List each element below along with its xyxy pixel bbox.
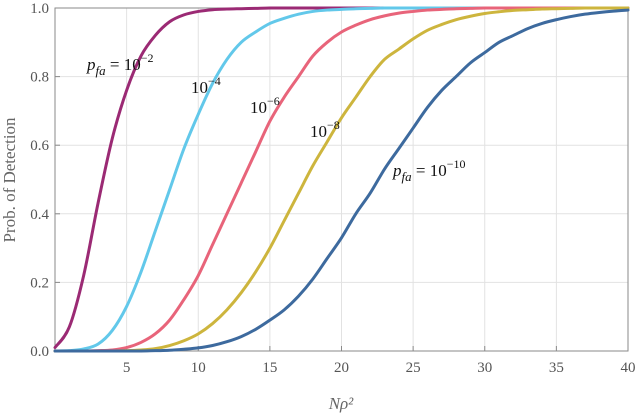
axis-ticks: 5 10 15 20 25 30 35 40 0.0 0.2 0.4 0.6 0.8 1.0 [30, 1, 635, 376]
series-line-pfa-1e-6 [53, 6, 630, 353]
x-axis-label: Nρ² [328, 394, 354, 413]
annotation-1e-4: 10−4 [191, 74, 221, 97]
y-tick-label: 0.6 [30, 138, 49, 154]
x-tick-label: 40 [621, 360, 636, 376]
series-line-pfa-1e-8 [53, 6, 630, 353]
y-tick-label: 0.8 [30, 70, 49, 86]
x-tick-label: 15 [262, 360, 277, 376]
y-tick-label: 0.2 [30, 275, 49, 291]
annotation-pfa-1e-2: pfa = 10−2 [86, 51, 154, 78]
y-tick-label: 1.0 [30, 1, 49, 17]
x-tick-label: 30 [477, 360, 492, 376]
series-line-pfa-1e-10 [53, 8, 630, 353]
annotation-pfa-1e-10: pfa = 10−10 [392, 157, 466, 184]
series-curves [53, 6, 630, 353]
y-tick-label: 0.0 [30, 344, 49, 360]
x-tick-label: 35 [549, 360, 564, 376]
annotation-1e-6: 10−6 [250, 94, 280, 117]
y-axis-label: Prob. of Detection [0, 117, 19, 243]
x-tick-label: 10 [191, 360, 206, 376]
x-tick-label: 20 [334, 360, 349, 376]
x-tick-label: 5 [123, 360, 131, 376]
y-tick-label: 0.4 [30, 207, 49, 223]
x-tick-label: 25 [406, 360, 421, 376]
annotation-1e-8: 10−8 [310, 118, 340, 141]
